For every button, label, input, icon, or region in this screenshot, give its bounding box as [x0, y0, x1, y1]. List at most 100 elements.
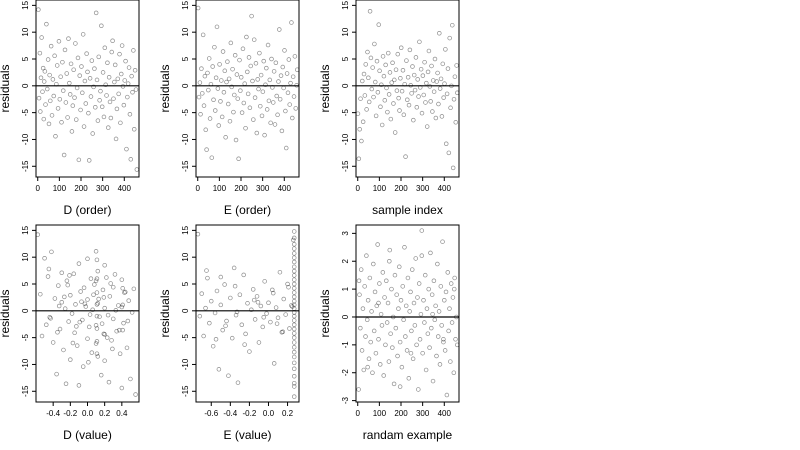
data-point	[59, 270, 64, 275]
data-point	[406, 376, 412, 381]
data-point	[70, 340, 76, 346]
y-tick-label: -15	[21, 385, 30, 397]
data-point	[39, 333, 45, 339]
y-tick-label: 0	[341, 314, 350, 319]
data-point	[286, 284, 291, 290]
data-point	[73, 302, 78, 307]
data-point	[249, 13, 254, 19]
x-tick-label: -0.4	[46, 409, 60, 418]
data-point	[110, 346, 115, 352]
data-point	[396, 95, 401, 101]
data-point	[256, 86, 261, 92]
data-point	[209, 155, 215, 160]
data-point	[71, 67, 76, 72]
data-point	[119, 277, 125, 282]
data-point	[422, 272, 428, 278]
data-point	[65, 282, 71, 288]
data-point	[443, 141, 449, 147]
data-point	[76, 261, 82, 266]
data-point	[357, 127, 362, 132]
data-point	[112, 272, 118, 277]
data-point	[131, 127, 137, 132]
data-point	[367, 275, 373, 281]
data-point	[220, 327, 225, 333]
data-point	[383, 62, 388, 68]
data-point	[250, 287, 256, 292]
data-point	[367, 9, 373, 14]
data-point	[397, 384, 403, 389]
data-point	[99, 104, 105, 109]
data-point	[200, 91, 205, 96]
data-point	[434, 79, 439, 84]
data-point	[242, 342, 247, 347]
data-point	[61, 88, 66, 93]
data-point	[379, 323, 385, 328]
data-point	[85, 69, 90, 75]
data-point	[101, 295, 107, 300]
data-point	[102, 262, 107, 268]
data-point	[418, 66, 424, 72]
data-point	[285, 90, 291, 96]
data-point	[231, 109, 236, 115]
data-point	[410, 356, 416, 362]
data-point	[402, 245, 407, 250]
data-point	[203, 127, 208, 133]
data-point	[233, 137, 239, 143]
data-point	[378, 311, 384, 317]
data-point	[279, 330, 285, 335]
data-point	[412, 87, 418, 93]
data-point	[372, 41, 377, 47]
data-point	[219, 114, 225, 120]
data-point	[440, 239, 445, 244]
data-point	[264, 107, 270, 112]
data-point	[377, 68, 382, 74]
data-point	[93, 278, 99, 284]
data-point	[72, 95, 77, 100]
data-point	[291, 281, 297, 287]
data-point	[69, 129, 75, 134]
y-tick-label: 15	[341, 0, 350, 9]
data-point	[291, 360, 297, 366]
data-point	[273, 305, 279, 310]
data-point	[398, 298, 404, 303]
data-point	[391, 101, 396, 106]
y-tick-label: -5	[181, 109, 190, 117]
y-tick-label: -5	[341, 109, 350, 117]
y-tick-label: -10	[181, 133, 190, 145]
data-point	[435, 334, 441, 339]
data-point	[79, 64, 84, 69]
data-point	[98, 372, 104, 378]
data-point	[277, 27, 282, 32]
data-point	[48, 98, 53, 104]
data-point	[291, 294, 297, 300]
data-point	[436, 309, 442, 314]
data-point	[419, 228, 425, 233]
data-point	[411, 72, 417, 78]
data-point	[260, 324, 266, 330]
data-point	[258, 303, 264, 309]
data-point	[54, 371, 59, 377]
data-point	[356, 387, 361, 392]
data-point	[94, 313, 100, 319]
data-point	[241, 100, 247, 106]
data-point	[76, 157, 82, 163]
data-point	[69, 311, 75, 316]
data-point	[106, 74, 112, 80]
data-point	[226, 373, 231, 378]
y-axis-label: residuals	[318, 289, 332, 337]
data-point	[213, 108, 218, 113]
data-point	[394, 88, 400, 93]
data-point	[291, 264, 297, 270]
data-point	[91, 292, 96, 297]
x-tick-label: 200	[234, 184, 248, 193]
data-point	[378, 104, 383, 109]
data-point	[224, 79, 229, 85]
data-point	[384, 320, 390, 325]
data-point	[202, 73, 208, 79]
x-tick-label: 100	[213, 184, 227, 193]
data-point	[87, 76, 93, 81]
data-point	[42, 256, 47, 261]
data-point	[291, 229, 297, 234]
data-point	[293, 106, 299, 111]
data-point	[375, 89, 381, 95]
